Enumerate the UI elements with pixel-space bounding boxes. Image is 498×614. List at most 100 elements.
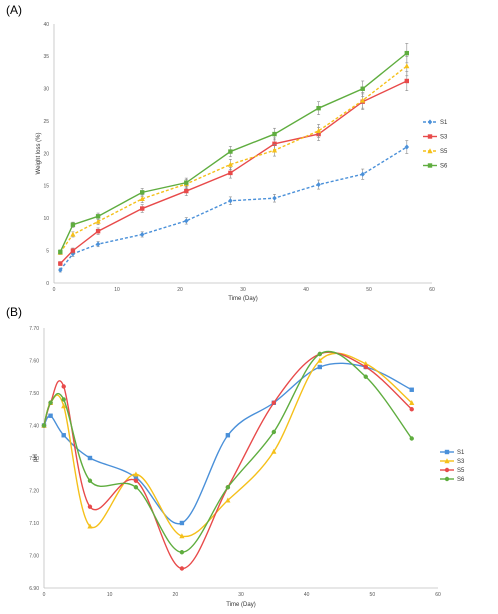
- data-point: [134, 485, 138, 489]
- ph-chart: (B) 0 10 20 30 40 50 60 6.90 7.00 7.10 7.20 7.30 7.40…: [6, 305, 465, 608]
- data-point: [71, 248, 75, 252]
- data-point: [96, 229, 100, 233]
- x-tick-label: 50: [366, 287, 372, 293]
- weight-loss-chart: (A) 0 10 20 30 40 50 60 0 5 10 15 20 25 30 35 40 Time (Da…: [6, 3, 448, 302]
- legend-label: S3: [440, 135, 448, 141]
- data-point: [42, 423, 46, 427]
- data-point: [316, 106, 320, 110]
- y-tick-label: 0: [46, 281, 49, 287]
- series-s6: [42, 351, 414, 554]
- data-point: [184, 189, 188, 193]
- data-point: [364, 375, 368, 379]
- data-point: [226, 485, 230, 489]
- legend-item-s5: S5: [440, 468, 465, 474]
- data-point: [226, 433, 230, 437]
- legend-item-s1: S1: [440, 450, 465, 456]
- data-point: [405, 79, 409, 83]
- panel-label: (A): [6, 3, 22, 17]
- x-tick-label: 60: [429, 287, 435, 293]
- y-tick-label: 35: [43, 54, 49, 60]
- data-point: [272, 430, 276, 434]
- legend-item-s3: S3: [423, 134, 448, 140]
- data-point: [228, 171, 232, 175]
- data-point: [272, 401, 276, 405]
- y-tick-label: 5: [46, 248, 49, 254]
- y-tick-label: 6.90: [29, 586, 39, 592]
- legend-label: S1: [440, 120, 448, 126]
- x-tick-label: 10: [114, 287, 120, 293]
- y-tick-label: 7.10: [29, 521, 39, 527]
- legend-marker: [428, 134, 432, 138]
- legend-marker: [428, 119, 432, 124]
- series-s3: [58, 71, 409, 266]
- data-point: [88, 479, 92, 483]
- y-axis-title: Weight loss (%): [36, 133, 42, 175]
- data-point: [62, 397, 66, 401]
- y-tick-label: 25: [43, 119, 49, 125]
- legend-marker: [445, 477, 449, 481]
- x-tick-label: 20: [177, 287, 183, 293]
- x-tick-label: 50: [370, 592, 376, 598]
- data-point: [228, 149, 232, 153]
- x-tick-label: 30: [240, 287, 246, 293]
- data-point: [404, 63, 409, 68]
- y-tick-label: 7.60: [29, 358, 39, 364]
- series-s3: [41, 353, 414, 538]
- y-tick-label: 7.00: [29, 553, 39, 559]
- legend-label: S6: [440, 164, 448, 170]
- data-point: [364, 365, 368, 369]
- data-point: [88, 456, 92, 460]
- y-tick-label: 7.70: [29, 326, 39, 332]
- data-point: [410, 388, 414, 392]
- x-axis-title: Time (Day): [228, 296, 257, 302]
- data-point: [184, 218, 188, 223]
- y-axis-title: pH: [33, 454, 39, 462]
- data-point: [316, 182, 320, 187]
- y-tick-label: 30: [43, 87, 49, 93]
- series-line-s5: [44, 352, 412, 568]
- data-point: [272, 196, 276, 201]
- y-tick-label: 7.20: [29, 488, 39, 494]
- y-tick-label: 15: [43, 184, 49, 190]
- series-s6: [58, 43, 409, 254]
- series-line-s6: [60, 53, 407, 252]
- data-point: [58, 250, 62, 254]
- x-axis-title: Time (Day): [226, 602, 255, 608]
- x-tick-label: 0: [53, 287, 56, 293]
- data-point: [410, 436, 414, 440]
- legend-item-s6: S6: [423, 163, 448, 169]
- y-tick-label: 10: [43, 216, 49, 222]
- data-point: [62, 384, 66, 388]
- data-point: [180, 550, 184, 554]
- x-tick-label: 30: [238, 592, 244, 598]
- legend-item-s6: S6: [440, 477, 465, 483]
- data-point: [88, 505, 92, 509]
- data-point: [272, 132, 276, 136]
- legend-label: S1: [457, 450, 465, 456]
- series-line-s3: [60, 81, 407, 264]
- data-point: [96, 214, 100, 218]
- data-point: [62, 433, 66, 437]
- panel-label: (B): [6, 305, 22, 319]
- data-point: [140, 190, 144, 194]
- data-point: [180, 521, 184, 525]
- legend-marker: [428, 163, 432, 167]
- data-point: [405, 51, 409, 55]
- data-point: [361, 172, 365, 177]
- legend-item-s3: S3: [440, 458, 465, 465]
- data-point: [184, 180, 188, 184]
- series-s1: [58, 141, 409, 273]
- data-point: [318, 352, 322, 356]
- data-point: [410, 407, 414, 411]
- series-line-s6: [44, 351, 412, 552]
- data-point: [96, 242, 100, 247]
- data-point: [180, 566, 184, 570]
- data-point: [140, 232, 144, 237]
- data-point: [228, 198, 232, 203]
- legend-label: S5: [457, 468, 465, 474]
- x-tick-label: 0: [43, 592, 46, 598]
- legend-marker: [445, 450, 449, 454]
- data-point: [140, 206, 144, 210]
- data-point: [71, 223, 75, 227]
